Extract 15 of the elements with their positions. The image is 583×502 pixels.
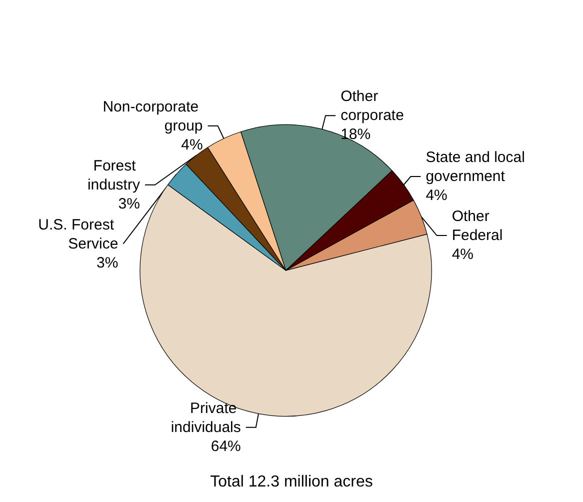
data-label: 18% bbox=[340, 126, 371, 144]
data-label: 4% bbox=[181, 136, 203, 154]
text: Total 12.3 million acres bbox=[210, 474, 373, 490]
slice-label: Private individuals bbox=[170, 400, 241, 436]
data-label: 3% bbox=[96, 254, 118, 272]
slice-label: State and local government bbox=[426, 149, 530, 186]
slice-label: U.S. Forest Service bbox=[38, 216, 118, 252]
slice-label: Forest industry bbox=[87, 157, 140, 194]
data-label: 3% bbox=[118, 195, 140, 212]
data-label: 4% bbox=[426, 187, 448, 204]
data-label: 64% bbox=[210, 438, 241, 455]
slice-label: Non-corporate group bbox=[102, 98, 203, 134]
slice-label: Other Federal bbox=[452, 208, 503, 244]
data-label: 4% bbox=[452, 246, 474, 264]
slice-label: Other corporate bbox=[340, 88, 404, 124]
